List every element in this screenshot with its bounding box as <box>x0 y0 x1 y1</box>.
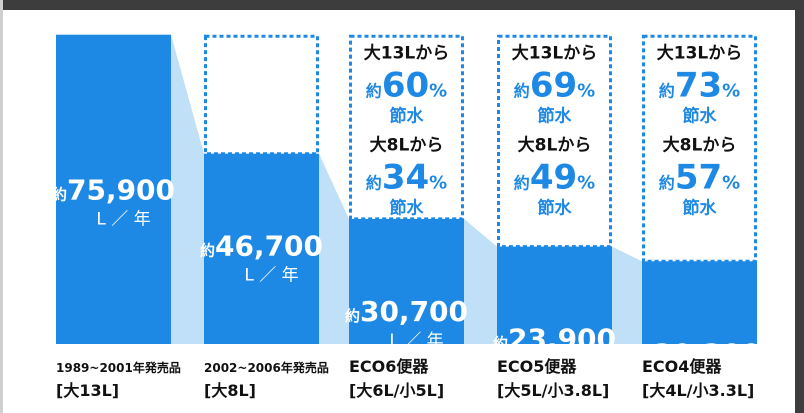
right-frame-bar <box>795 0 804 413</box>
bar <box>56 34 171 345</box>
savings-percent-label: 約57% <box>659 158 740 198</box>
savings-percent-label: 約73% <box>659 66 740 106</box>
category-sublabel: [大13L] <box>56 381 119 400</box>
savings-from-label: 大13Lから <box>657 43 743 64</box>
bar-unit-label: L ／ 年 <box>96 210 150 230</box>
savings-word-label: 節水 <box>389 198 425 219</box>
savings-percent-label: 約49% <box>514 158 595 198</box>
savings-word-label: 節水 <box>682 106 718 127</box>
bar-unit-label: L ／ 年 <box>682 373 736 393</box>
top-frame-bar <box>0 0 804 10</box>
bar-value-label: 約23,900 <box>493 323 616 356</box>
bar-unit-label: L ／ 年 <box>389 331 443 351</box>
bar-value-label: 約46,700 <box>200 230 323 263</box>
savings-from-label: 大13Lから <box>364 43 450 64</box>
connector-shape <box>464 218 497 344</box>
bar-unit-label: L ／ 年 <box>537 359 591 379</box>
category-label: 2002~2006年発売品 <box>204 360 329 375</box>
savings-word-label: 節水 <box>537 106 573 127</box>
savings-percent-label: 約34% <box>366 158 447 198</box>
category-sublabel: [大6L/小5L] <box>349 381 444 400</box>
category-sublabel: [大8L] <box>204 381 256 400</box>
savings-from-label: 大8Lから <box>370 135 444 156</box>
category-label: ECO5便器 <box>497 357 577 376</box>
connector-shape <box>612 246 642 344</box>
bar-value-label: 約20,300 <box>638 337 761 370</box>
bar-value-label: 約30,700 <box>345 295 468 328</box>
left-frame-line <box>0 0 3 413</box>
connector-shape <box>171 34 204 345</box>
savings-percent-label: 約60% <box>366 66 447 106</box>
category-label: ECO4便器 <box>642 357 722 376</box>
bar-value-label: 約75,900 <box>52 174 175 207</box>
previous-usage-outline <box>204 34 319 156</box>
bar <box>204 153 319 344</box>
category-label: 1989~2001年発売品 <box>56 360 181 375</box>
savings-word-label: 節水 <box>389 106 425 127</box>
savings-percent-label: 約69% <box>514 66 595 106</box>
savings-from-label: 大13Lから <box>512 43 598 64</box>
bar <box>642 261 757 344</box>
bar <box>497 246 612 344</box>
savings-word-label: 節水 <box>537 198 573 219</box>
category-sublabel: [大4L/小3.3L] <box>642 381 754 400</box>
bar-unit-label: L ／ 年 <box>244 266 298 286</box>
connector-shape <box>319 153 349 344</box>
savings-word-label: 節水 <box>682 198 718 219</box>
bar <box>349 218 464 344</box>
savings-from-label: 大8Lから <box>663 135 737 156</box>
category-label: ECO6便器 <box>349 357 429 376</box>
category-sublabel: [大5L/小3.8L] <box>497 381 609 400</box>
savings-from-label: 大8Lから <box>518 135 592 156</box>
